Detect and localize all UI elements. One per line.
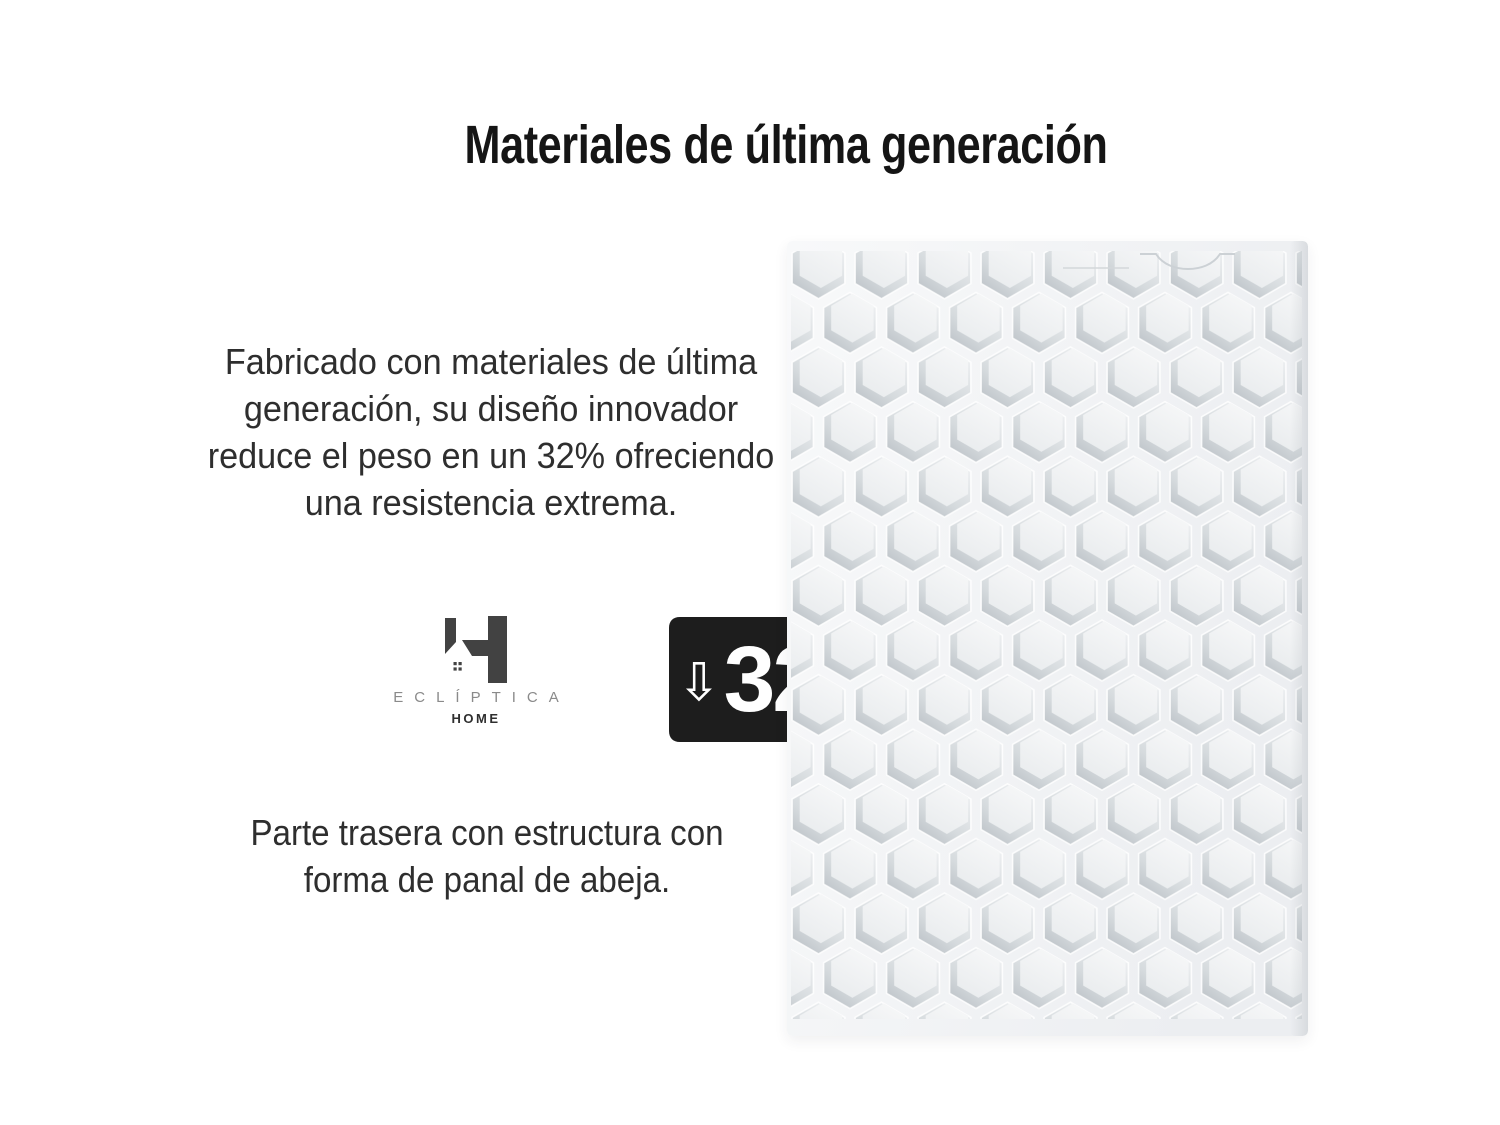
brand-wordmark: ECLÍPTICA [393,689,570,706]
page-title: Materiales de última generación [464,115,1108,176]
rear-structure-note: Parte trasera con estructura con forma d… [250,809,723,903]
note-line: Parte trasera con estructura con [250,812,724,853]
ecliptica-house-h-icon [445,616,507,683]
intro-line: una resistencia extrema. [304,482,678,523]
intro-line: generación, su diseño innovador [243,388,739,429]
intro-paragraph: Fabricado con materiales de última gener… [208,338,775,526]
honeycomb-panel-image [787,241,1308,1036]
intro-line: Fabricado con materiales de última [224,341,758,382]
brand-logo: ECLÍPTICA HOME [346,616,606,726]
brand-tagline: HOME [451,711,501,726]
intro-line: reduce el peso en un 32% ofreciendo [207,435,775,476]
note-line: forma de panal de abeja. [303,859,671,900]
decrease-arrow-icon: ⇩ [677,652,721,713]
